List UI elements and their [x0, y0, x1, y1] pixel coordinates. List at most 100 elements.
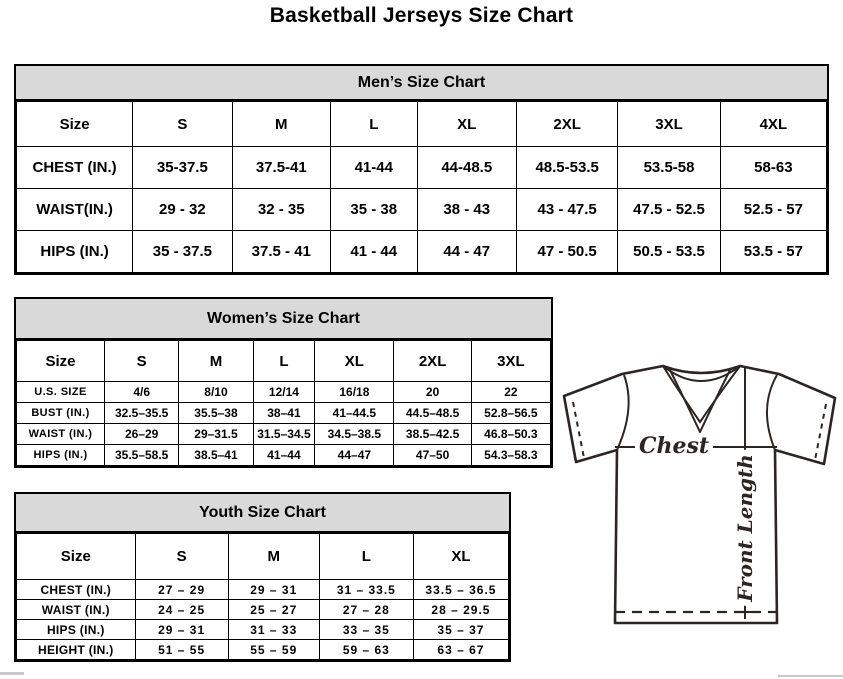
row-label: BUST (IN.)	[15, 402, 106, 424]
column-header: XL	[314, 340, 395, 382]
table-row: WAIST (IN.) 24 – 25 25 – 27 27 – 28 28 – 29.…	[16, 599, 510, 620]
table-cell: 34.5–38.5	[314, 423, 395, 445]
table-cell: 51 – 55	[134, 639, 229, 660]
table-cell: 44-48.5	[416, 146, 517, 189]
table-cell: 38–41	[252, 402, 316, 424]
table-cell: 54.3–58.3	[470, 444, 552, 466]
womens-chart-title: Women’s Size Chart	[16, 299, 551, 340]
table-cell: 44 - 47	[416, 230, 517, 273]
mens-chart-title: Men’s Size Chart	[16, 66, 827, 101]
table-cell: 31 – 33	[227, 619, 320, 640]
table-cell: 37.5 - 41	[231, 230, 332, 273]
jersey-icon	[562, 364, 837, 625]
column-header: L	[252, 340, 316, 382]
page-title: Basketball Jerseys Size Chart	[269, 4, 574, 27]
column-header: XL	[416, 101, 517, 147]
table-row: BUST (IN.) 32.5–35.5 35.5–38 38–41 41–44.5 44…	[15, 402, 552, 424]
table-cell: 33 – 35	[318, 619, 414, 640]
table-cell: 63 – 67	[412, 639, 510, 660]
row-label: CHEST (IN.)	[15, 146, 134, 189]
table-row: HIPS (IN.) 35 - 37.5 37.5 - 41 41 - 44 44 - …	[15, 230, 828, 273]
mens-size-table: Size S M L XL 2XL 3XL 4XL CHEST (IN.) 35-37.5 37.5…	[15, 101, 828, 273]
table-cell: 52.5 - 57	[719, 188, 828, 231]
table-cell: 35 – 37	[412, 619, 510, 640]
table-cell: 29 – 31	[227, 579, 320, 600]
column-header: 2XL	[515, 101, 619, 147]
table-cell: 32.5–35.5	[104, 402, 180, 424]
table-cell: 41–44.5	[314, 402, 395, 424]
womens-size-chart: Women’s Size Chart Size S M L XL 2XL 3XL U.S. S…	[14, 297, 553, 468]
table-cell: 8/10	[178, 381, 254, 403]
column-header: M	[227, 533, 320, 580]
youth-size-chart: Youth Size Chart Size S M L XL CHEST (IN.) 27 …	[14, 492, 511, 662]
column-header: L	[330, 101, 418, 147]
column-header: 3XL	[470, 340, 552, 382]
table-row: U.S. SIZE 4/6 8/10 12/14 16/18 20 22	[15, 381, 552, 403]
table-cell: 27 – 28	[318, 599, 414, 620]
table-cell: 47.5 - 52.5	[617, 188, 721, 231]
table-cell: 37.5-41	[231, 146, 332, 189]
column-header: Size	[15, 101, 134, 147]
table-cell: 12/14	[252, 381, 316, 403]
row-label: U.S. SIZE	[15, 381, 106, 403]
youth-chart-title: Youth Size Chart	[16, 494, 509, 533]
table-cell: 41 - 44	[330, 230, 418, 273]
table-cell: 53.5-58	[617, 146, 721, 189]
table-cell: 48.5-53.5	[515, 146, 619, 189]
table-cell: 35-37.5	[132, 146, 233, 189]
table-cell: 20	[393, 381, 472, 403]
front-length-measure-label: Front Length	[733, 450, 757, 606]
column-header: S	[132, 101, 233, 147]
size-header-row: Size S M L XL 2XL 3XL	[15, 340, 552, 382]
table-cell: 44–47	[314, 444, 395, 466]
jersey-measurement-diagram: Chest Front Length	[558, 358, 843, 633]
table-cell: 25 – 27	[227, 599, 320, 620]
collar-v-inner	[668, 367, 732, 435]
row-label: WAIST(IN.)	[15, 188, 134, 231]
table-row: WAIST(IN.) 29 - 32 32 - 35 35 - 38 38 - 43 43…	[15, 188, 828, 231]
column-header: Size	[15, 340, 106, 382]
scrollbar-fragment-left[interactable]	[0, 672, 24, 675]
armhole-seam-right	[766, 374, 778, 451]
row-label: HIPS (IN.)	[16, 619, 136, 640]
table-cell: 47 - 50.5	[515, 230, 619, 273]
scrollbar-fragment-right[interactable]	[778, 675, 843, 677]
table-cell: 29–31.5	[178, 423, 254, 445]
table-cell: 53.5 - 57	[719, 230, 828, 273]
table-cell: 29 - 32	[132, 188, 233, 231]
table-cell: 27 – 29	[134, 579, 229, 600]
table-cell: 35.5–38	[178, 402, 254, 424]
table-row: CHEST (IN.) 35-37.5 37.5-41 41-44 44-48.5 48.…	[15, 146, 828, 189]
table-cell: 55 – 59	[227, 639, 320, 660]
table-cell: 43 - 47.5	[515, 188, 619, 231]
column-header: 2XL	[393, 340, 472, 382]
table-row: HEIGHT (IN.) 51 – 55 55 – 59 59 – 63 63 – 67	[16, 639, 510, 660]
table-cell: 35 - 37.5	[132, 230, 233, 273]
row-label: HIPS (IN.)	[15, 444, 106, 466]
row-label: HIPS (IN.)	[15, 230, 134, 273]
size-header-row: Size S M L XL	[16, 533, 510, 580]
column-header: M	[178, 340, 254, 382]
table-cell: 26–29	[104, 423, 180, 445]
table-cell: 59 – 63	[318, 639, 414, 660]
column-header: Size	[16, 533, 136, 580]
row-label: WAIST (IN.)	[15, 423, 106, 445]
row-label: CHEST (IN.)	[16, 579, 136, 600]
table-cell: 4/6	[104, 381, 180, 403]
column-header: S	[104, 340, 180, 382]
table-cell: 35 - 38	[330, 188, 418, 231]
row-label: HEIGHT (IN.)	[16, 639, 136, 660]
armhole-seam-left	[616, 374, 630, 451]
column-header: S	[134, 533, 229, 580]
cuff-stitch-right	[814, 403, 827, 461]
table-cell: 32 - 35	[231, 188, 332, 231]
youth-size-table: Size S M L XL CHEST (IN.) 27 – 29 29 – 31 31 – 3…	[16, 533, 510, 660]
table-cell: 29 – 31	[134, 619, 229, 640]
column-header: 4XL	[719, 101, 828, 147]
table-cell: 28 – 29.5	[412, 599, 510, 620]
table-cell: 31.5–34.5	[252, 423, 316, 445]
table-cell: 31 – 33.5	[318, 579, 414, 600]
table-cell: 58-63	[719, 146, 828, 189]
table-cell: 38.5–41	[178, 444, 254, 466]
